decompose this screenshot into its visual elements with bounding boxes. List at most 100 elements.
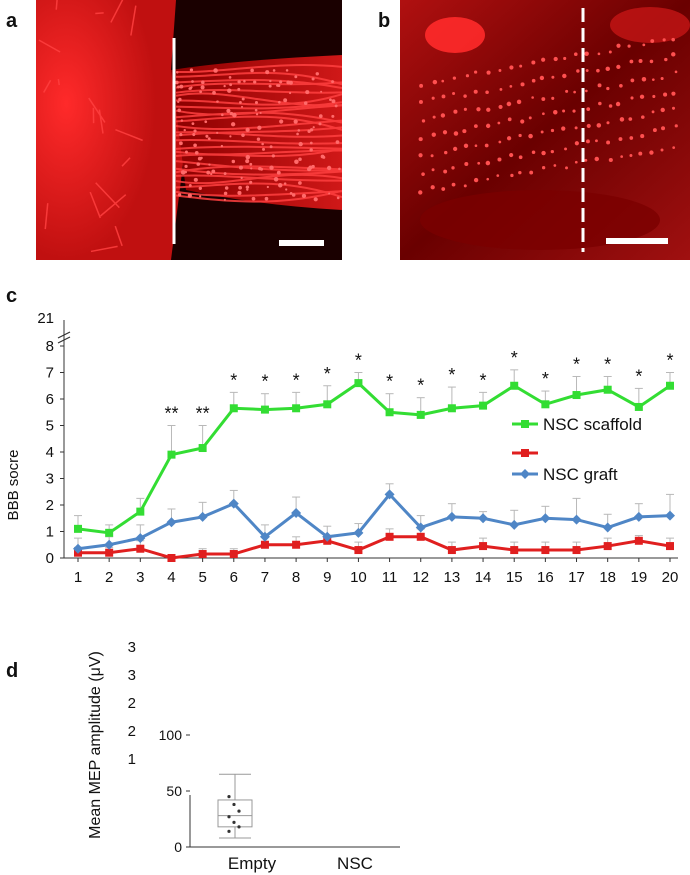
y-tick-label-top: 21 (37, 310, 54, 327)
data-point (197, 511, 208, 522)
x-tick-label: 13 (444, 569, 461, 586)
data-point (167, 450, 176, 459)
y-tick-label: 50 (166, 783, 182, 799)
significance-marker: * (293, 370, 300, 390)
x-category-label: Empty (228, 854, 277, 873)
axis-break-mark (57, 336, 71, 344)
data-point (104, 539, 115, 550)
x-tick-label: 1 (74, 569, 82, 586)
significance-marker: * (448, 365, 455, 385)
x-tick-label: 19 (630, 569, 647, 586)
x-tick-label: 12 (412, 569, 429, 586)
data-point (237, 825, 241, 829)
y-tick-label-partial: 3 (128, 639, 136, 656)
significance-marker: ** (196, 404, 210, 424)
data-point (479, 542, 488, 551)
x-tick-label: 8 (292, 569, 300, 586)
significance-marker: * (324, 364, 331, 384)
y-tick-label: 4 (46, 444, 54, 461)
data-point (166, 517, 177, 528)
x-tick-label: 7 (261, 569, 269, 586)
x-tick-label: 3 (136, 569, 144, 586)
significance-marker: * (261, 372, 268, 392)
x-tick-label: 17 (568, 569, 585, 586)
mep-box-plot: 0 50 100 3 3 2 2 1 Empty NSC Mean MEP amplitude (… (87, 639, 400, 873)
data-point (509, 519, 520, 530)
chart-d-ylabel: Mean MEP amplitude (μV) (87, 651, 104, 839)
data-point (198, 444, 207, 453)
panel-c-letter: c (6, 285, 18, 307)
axis-break-mark (57, 331, 71, 339)
data-point (232, 802, 236, 807)
significance-marker: * (355, 351, 362, 371)
data-point (603, 542, 612, 551)
data-point (105, 548, 114, 557)
data-point (602, 522, 613, 533)
y-tick-label: 0 (174, 839, 182, 855)
x-tick-label: 11 (382, 569, 398, 586)
series-line (77, 381, 671, 535)
significance-marker: * (386, 372, 393, 392)
data-point (633, 511, 644, 522)
significance-marker: * (573, 354, 580, 374)
x-tick-label: 14 (475, 569, 492, 586)
data-point (666, 542, 674, 551)
y-tick-label: 1 (46, 524, 54, 541)
legend-label: NSC graft (543, 465, 618, 484)
data-point (105, 528, 114, 537)
data-point (291, 507, 302, 518)
x-tick-label: 9 (323, 569, 331, 586)
x-tick-label: 18 (599, 569, 616, 586)
data-point (292, 404, 301, 413)
data-point (634, 402, 643, 411)
data-point (385, 408, 394, 417)
data-point (415, 522, 426, 533)
legend-label: NSC scaffold (543, 415, 642, 434)
y-tick-label: 3 (46, 471, 54, 488)
x-tick-label: 20 (662, 569, 679, 586)
y-tick-label-partial: 2 (128, 723, 136, 740)
data-point (666, 381, 674, 390)
data-point (259, 531, 270, 542)
significance-marker: * (604, 354, 611, 374)
data-point (478, 513, 489, 524)
data-point (229, 550, 238, 559)
data-point (384, 489, 395, 500)
y-tick-label: 2 (46, 497, 54, 514)
data-point (167, 554, 176, 562)
x-tick-label: 4 (167, 569, 175, 586)
y-tick-label: 8 (46, 338, 54, 355)
data-point (571, 514, 582, 525)
data-point (416, 410, 425, 419)
data-point (323, 400, 332, 409)
y-tick-label: 6 (46, 391, 54, 408)
series-line (77, 492, 671, 551)
panel-d-letter: d (6, 660, 19, 682)
data-point (322, 531, 333, 542)
y-tick-label: 5 (46, 418, 54, 435)
y-tick-label-partial: 3 (128, 667, 136, 684)
x-category-label: NSC (337, 854, 373, 873)
significance-marker: * (511, 348, 518, 368)
x-tick-label: 16 (537, 569, 554, 586)
x-tick-label: 2 (105, 569, 113, 586)
x-tick-label: 6 (230, 569, 238, 586)
data-point (136, 507, 145, 516)
x-tick-label: 5 (198, 569, 206, 586)
x-tick-label: 10 (350, 569, 367, 586)
data-point (479, 401, 488, 410)
data-point (510, 546, 519, 555)
data-point (198, 550, 207, 559)
data-point (232, 820, 236, 824)
significance-marker: * (542, 369, 549, 389)
data-point (447, 546, 456, 555)
data-point (136, 544, 145, 553)
scale-bar-a (279, 240, 324, 246)
data-point (354, 546, 363, 555)
data-point (260, 405, 269, 414)
panel-b-letter: b (378, 10, 391, 32)
data-point (74, 524, 82, 533)
data-point (634, 536, 643, 545)
data-point (385, 532, 394, 541)
